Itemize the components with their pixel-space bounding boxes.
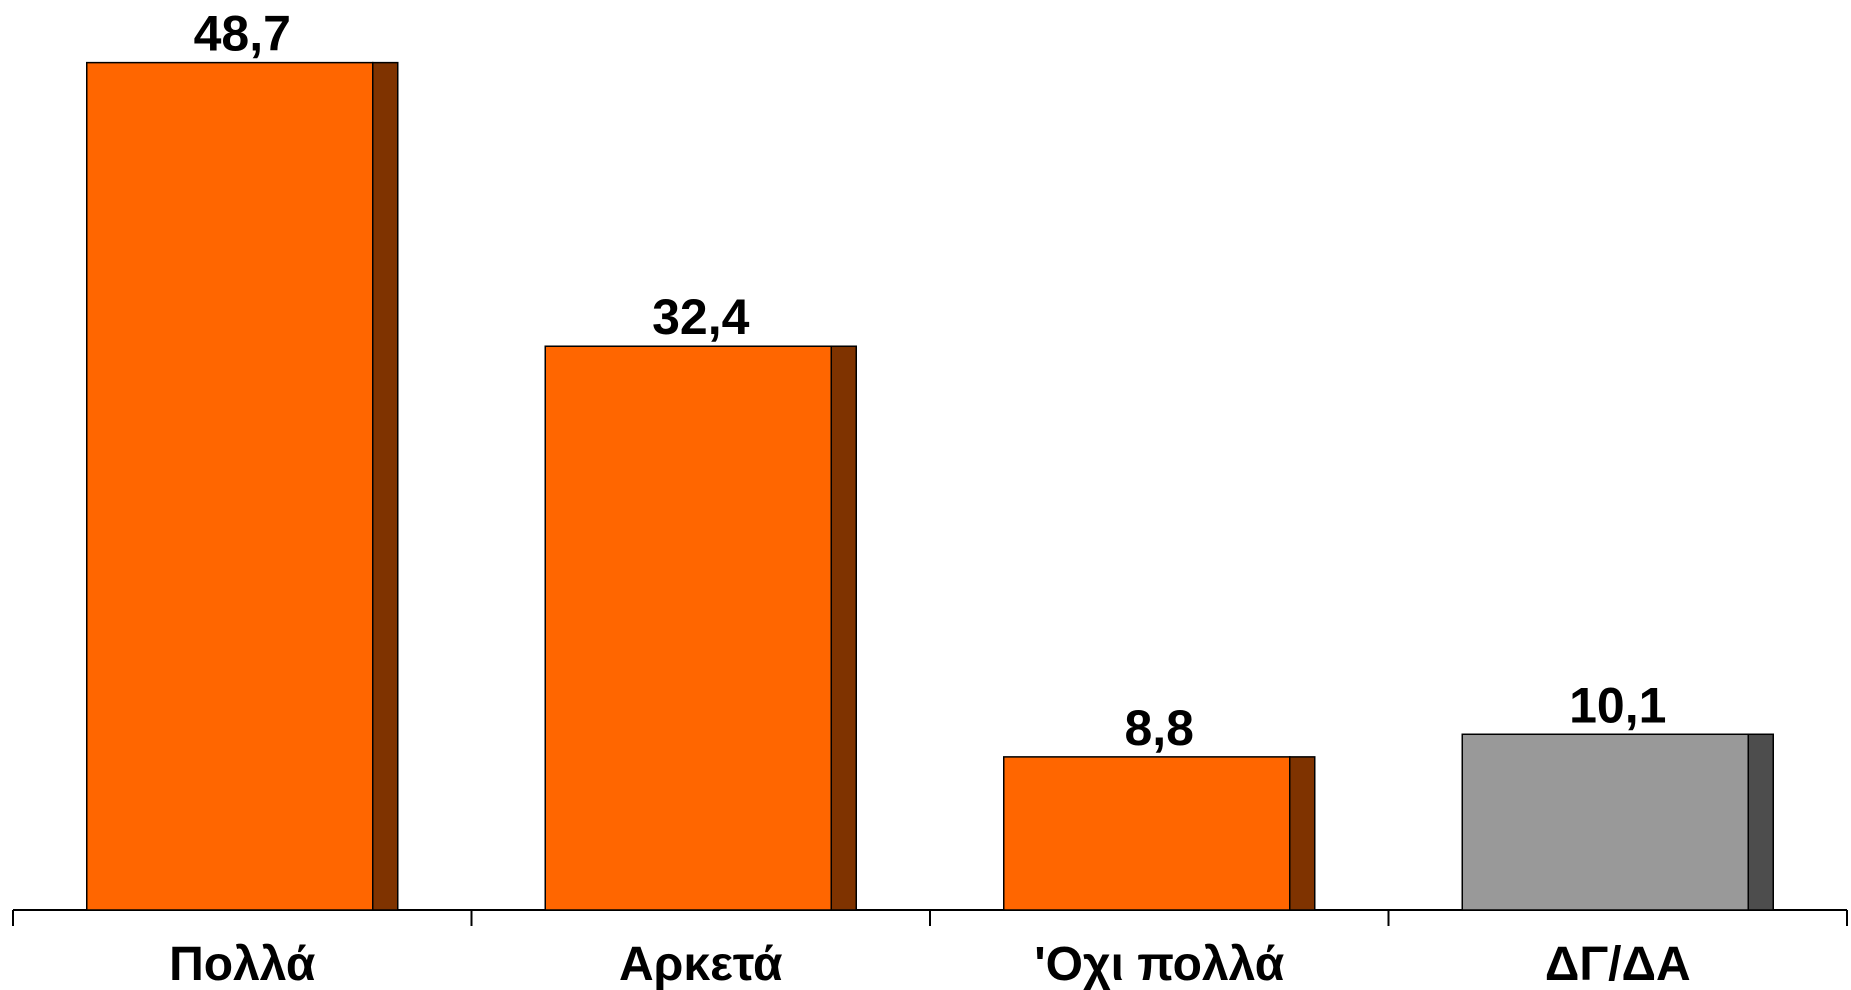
bar-front [86,61,374,911]
bar-side [830,345,857,911]
bar-side [1747,733,1774,911]
data-label: 10,1 [1569,677,1666,733]
data-label: 32,4 [652,289,750,345]
bar-side [372,61,399,911]
bar [1003,756,1316,911]
bar-side [1289,756,1316,911]
bars [86,61,1774,911]
bar-front [1003,756,1291,911]
category-label: Αρκετά [619,938,783,990]
bar-front [1461,733,1749,911]
bar [86,61,399,911]
x-axis-ticks [12,910,1848,926]
bar-front [544,345,832,911]
data-label: 48,7 [194,6,291,62]
value-labels: 48,7 32,4 8,8 10,1 [194,6,1667,756]
category-label: 'Οχι πολλά [1034,938,1285,990]
category-labels: Πολλά Αρκετά 'Οχι πολλά ΔΓ/ΔΑ [169,938,1691,990]
bar [544,345,857,911]
data-label: 8,8 [1124,700,1194,756]
bar [1461,733,1774,911]
category-label: Πολλά [169,938,316,990]
category-label: ΔΓ/ΔΑ [1545,938,1691,990]
